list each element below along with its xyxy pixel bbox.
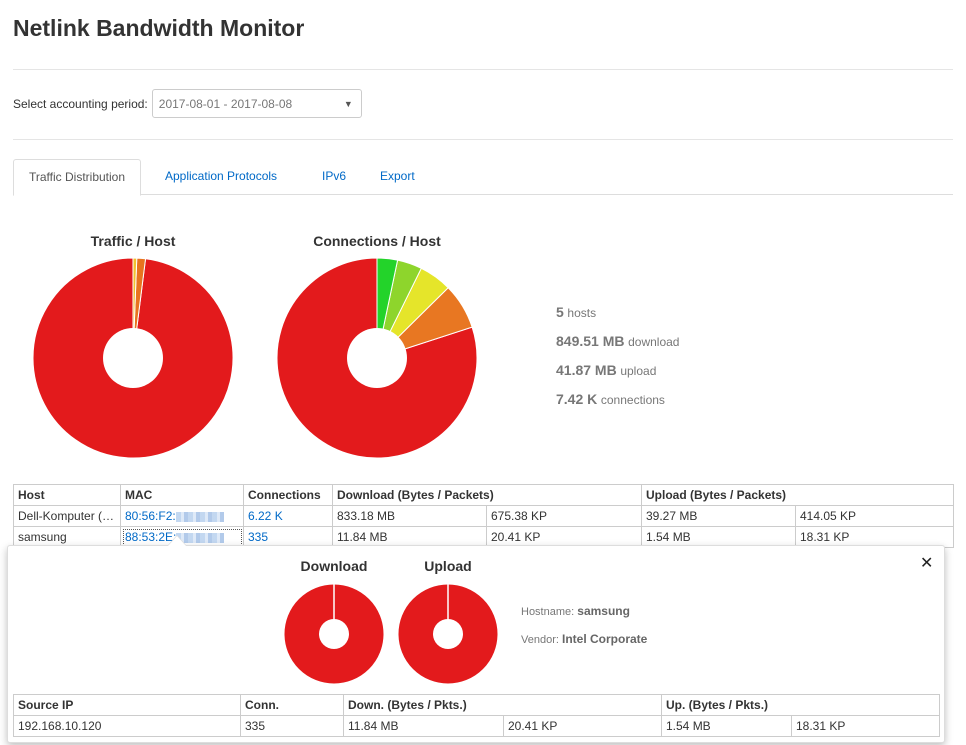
tab-application-protocols[interactable]: Application Protocols	[165, 169, 278, 183]
stat-connections: 7.42 K connections	[556, 389, 679, 418]
source-ip-cell: 192.168.10.120	[13, 715, 241, 737]
stat-label: download	[628, 335, 680, 349]
popover-arrow	[168, 536, 186, 546]
tab-traffic-distribution[interactable]: Traffic Distribution	[13, 159, 142, 196]
download-chart	[283, 583, 385, 685]
stat-value: 7.42 K	[556, 391, 598, 407]
connections-text: 6.22 K	[248, 509, 283, 523]
download-packets: 675.38 KP	[486, 505, 642, 527]
hostname-info: Hostname: samsung	[521, 604, 630, 618]
up-bytes-cell: 1.54 MB	[661, 715, 792, 737]
donut-hole	[103, 328, 163, 388]
upload-chart-title: Upload	[424, 558, 472, 574]
tab-ipv6[interactable]: IPv6	[322, 169, 347, 183]
table-row: samsung 88:53:2E: 335 11.84 MB 20.41 KP …	[13, 526, 955, 548]
table-header-row: Host MAC Connections Download (Bytes / P…	[13, 484, 955, 506]
col-download: Download (Bytes / Packets)	[332, 484, 642, 506]
tab-export[interactable]: Export	[380, 169, 415, 183]
redacted-mask	[176, 532, 225, 543]
tab-bar: Traffic Distribution Application Protoco…	[13, 159, 953, 196]
source-ip-table: Source IP Conn. Down. (Bytes / Pkts.) Up…	[13, 694, 940, 737]
chevron-down-icon: ▼	[343, 98, 353, 109]
hostname-value: samsung	[577, 604, 630, 618]
upload-packets: 414.05 KP	[794, 505, 955, 527]
col-source-ip: Source IP	[13, 694, 241, 716]
col-conn: Conn.	[240, 694, 344, 716]
summary-stats: 5 hosts 849.51 MB download 41.87 MB uplo…	[556, 302, 679, 418]
hosts-table: Host MAC Connections Download (Bytes / P…	[13, 484, 955, 548]
divider	[13, 139, 953, 140]
connections-link[interactable]: 6.22 K	[243, 505, 333, 527]
download-bytes: 833.18 MB	[332, 505, 487, 527]
stat-hosts: 5 hosts	[556, 302, 679, 331]
stat-value: 849.51 MB	[556, 333, 625, 349]
connections-text: 335	[248, 530, 269, 544]
table-row: Dell-Komputer (192.168.10.110) 80:56:F2:…	[13, 505, 955, 527]
traffic-chart-title: Traffic / Host	[90, 233, 176, 249]
col-upload: Upload (Bytes / Packets)	[640, 484, 955, 506]
mac-link[interactable]: 80:56:F2:	[120, 505, 244, 527]
download-chart-title: Download	[300, 558, 368, 574]
stat-upload: 41.87 MB upload	[556, 360, 679, 389]
upload-bytes: 39.27 MB	[641, 505, 796, 527]
connections-host-chart	[276, 257, 478, 459]
traffic-host-chart	[32, 257, 234, 459]
donut-hole	[319, 619, 349, 649]
vendor-label: Vendor:	[521, 634, 559, 646]
conn-cell: 335	[240, 715, 344, 737]
down-pkts-cell: 20.41 KP	[503, 715, 662, 737]
stat-label: connections	[600, 393, 665, 407]
col-host: Host	[13, 484, 121, 506]
mac-text: 80:56:F2:	[125, 509, 176, 523]
redacted-mask	[175, 511, 224, 522]
period-selector: Select accounting period: 2017-08-01 - 2…	[13, 89, 362, 118]
stat-label: upload	[620, 364, 657, 378]
period-label: Select accounting period:	[13, 96, 148, 111]
donut-hole	[347, 328, 407, 388]
period-select-value: 2017-08-01 - 2017-08-08	[158, 96, 293, 111]
table-row: 192.168.10.120 335 11.84 MB 20.41 KP 1.5…	[13, 715, 940, 737]
col-up: Up. (Bytes / Pkts.)	[661, 694, 940, 716]
stat-label: hosts	[567, 306, 597, 320]
host-cell: Dell-Komputer (192.168.10.110)	[13, 505, 121, 527]
stat-value: 5	[556, 304, 564, 320]
up-pkts-cell: 18.31 KP	[791, 715, 940, 737]
col-connections: Connections	[243, 484, 333, 506]
stat-download: 849.51 MB download	[556, 331, 679, 360]
table-header-row: Source IP Conn. Down. (Bytes / Pkts.) Up…	[13, 694, 940, 716]
upload-chart	[397, 583, 499, 685]
donut-hole	[433, 619, 463, 649]
col-mac: MAC	[120, 484, 244, 506]
period-select[interactable]: 2017-08-01 - 2017-08-08 ▼	[151, 89, 362, 118]
page-title: Netlink Bandwidth Monitor	[13, 15, 305, 41]
down-bytes-cell: 11.84 MB	[343, 715, 504, 737]
vendor-value: Intel Corporate	[561, 632, 648, 646]
col-down: Down. (Bytes / Pkts.)	[343, 694, 662, 716]
divider	[13, 69, 953, 70]
connections-chart-title: Connections / Host	[313, 233, 441, 249]
vendor-info: Vendor: Intel Corporate	[521, 632, 647, 646]
close-icon[interactable]: ✕	[920, 555, 934, 572]
stat-value: 41.87 MB	[556, 362, 617, 378]
hostname-label: Hostname:	[521, 606, 575, 618]
